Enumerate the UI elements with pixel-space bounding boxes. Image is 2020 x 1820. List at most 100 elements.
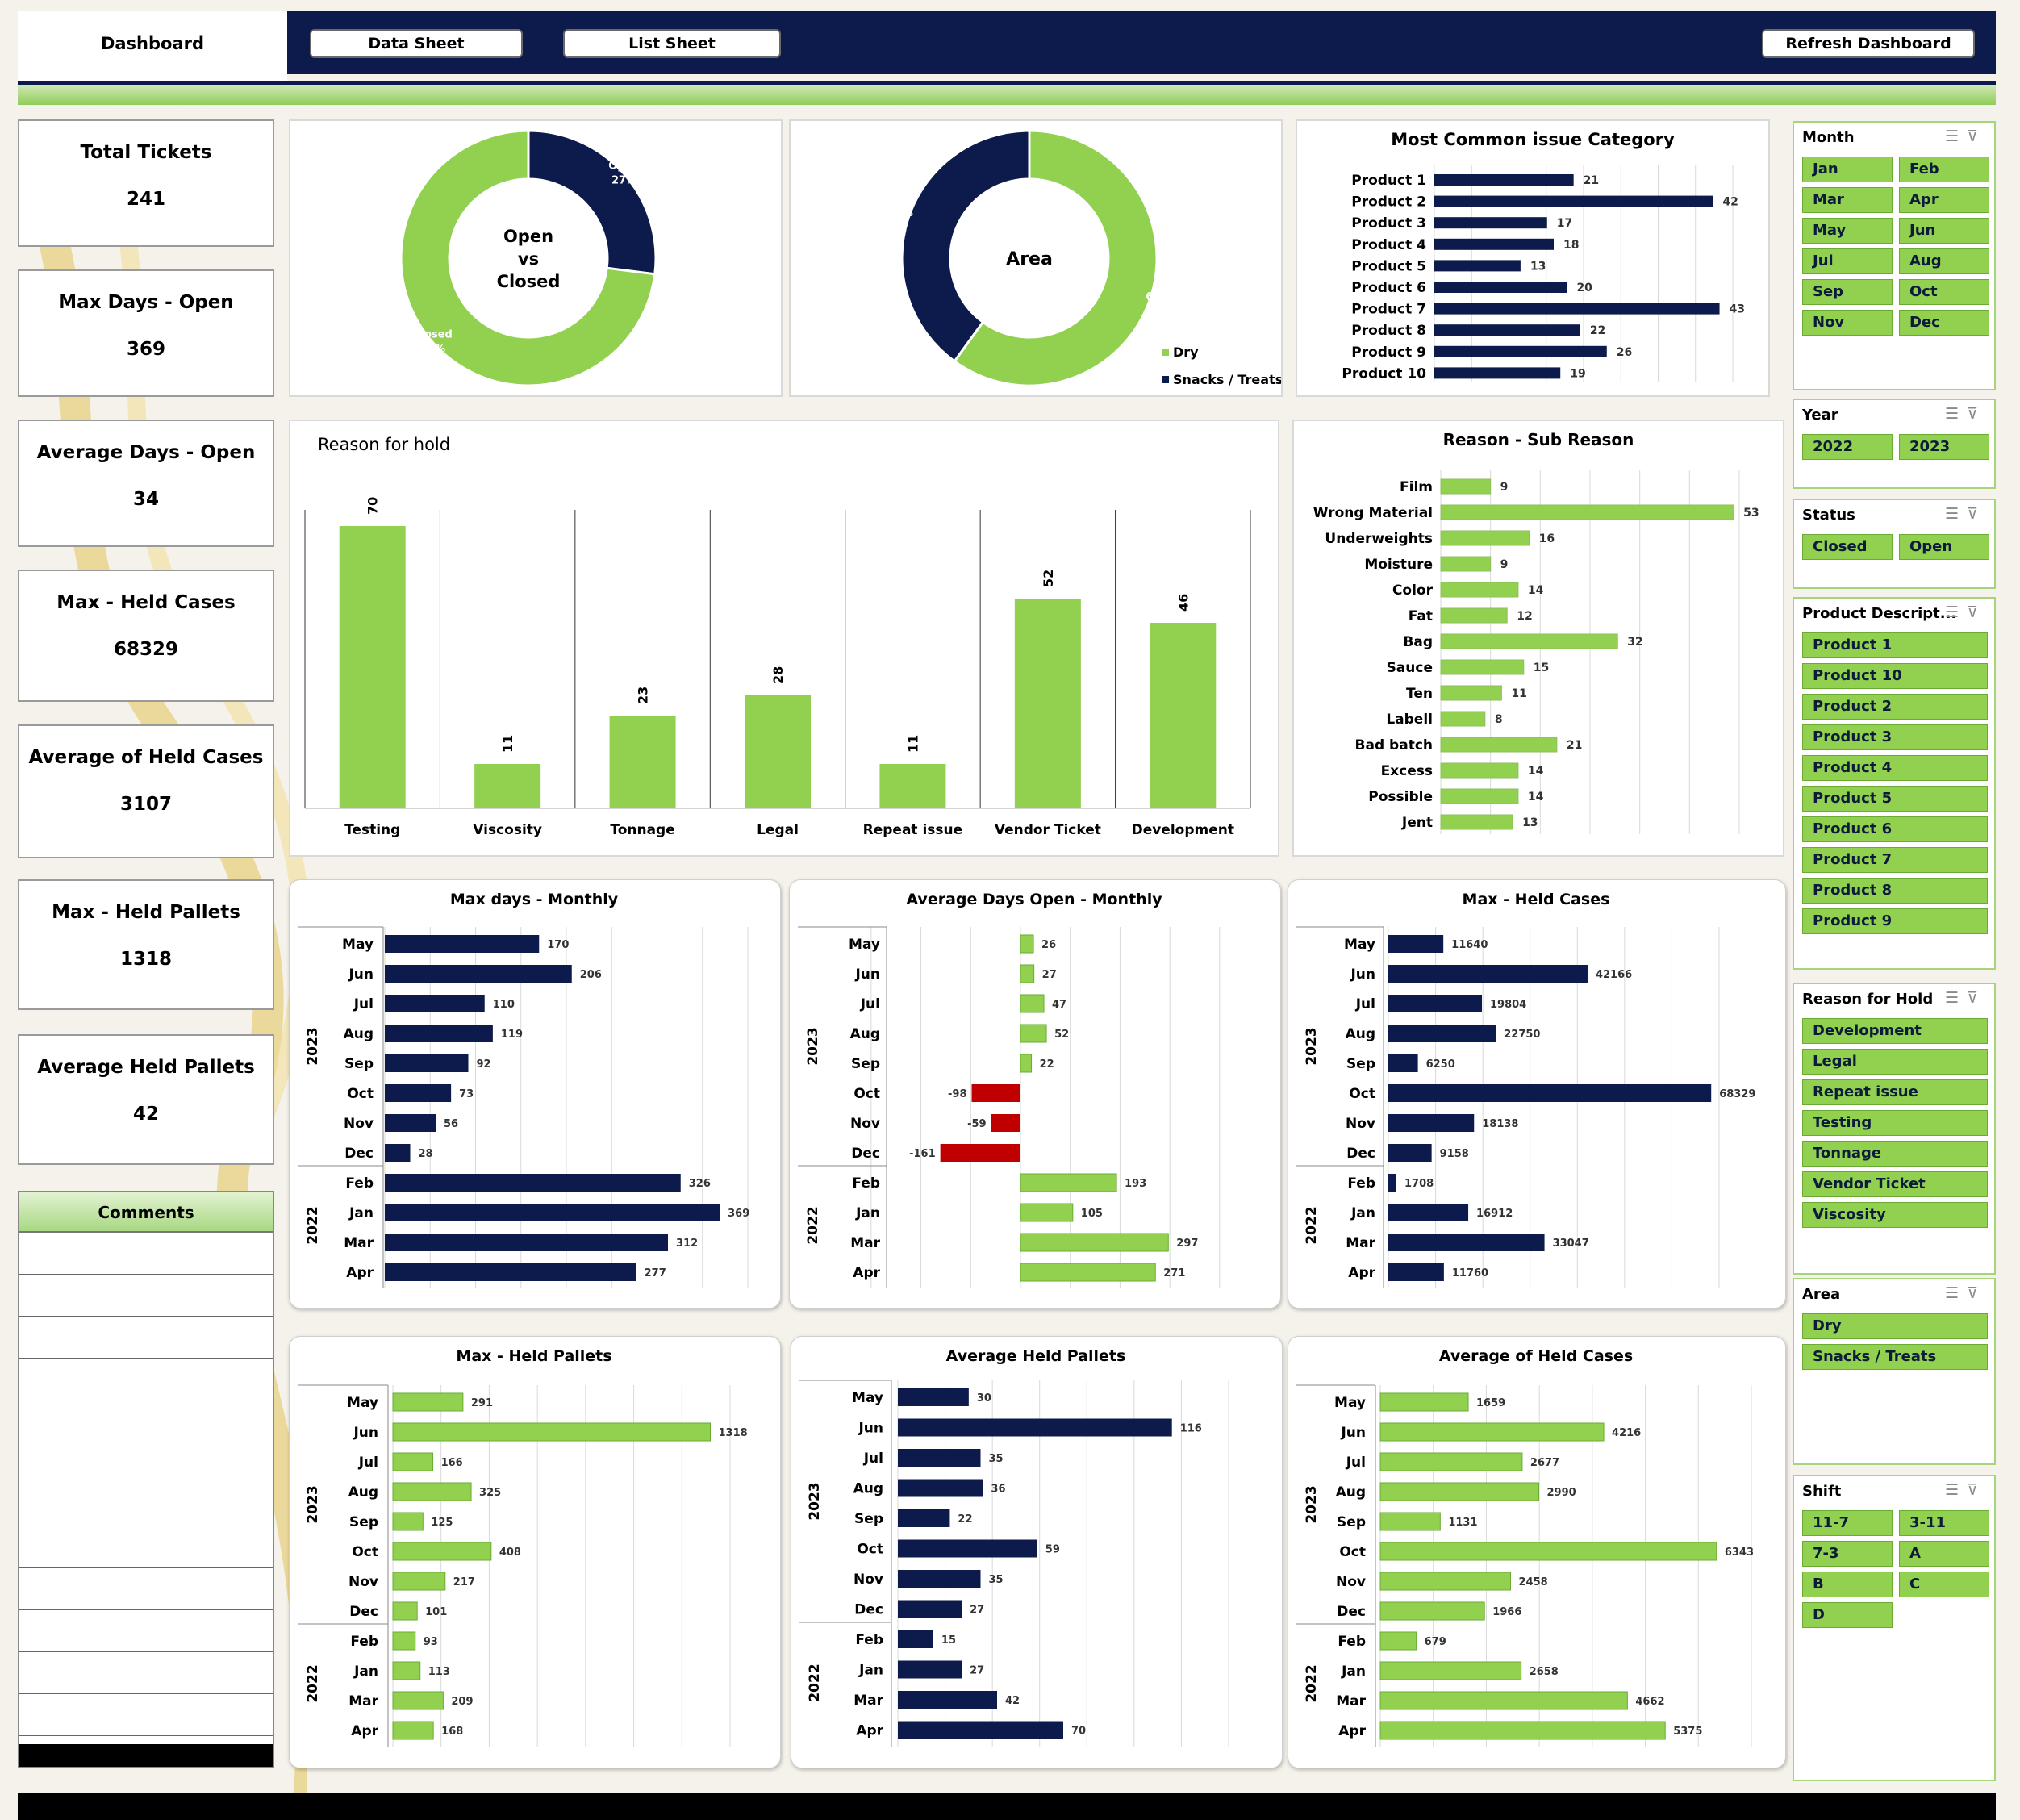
clear-filter-icon[interactable]: ⊽ xyxy=(1967,405,1986,423)
clear-filter-icon[interactable]: ⊽ xyxy=(1967,603,1986,621)
multi-select-icon[interactable]: ☰ xyxy=(1945,1284,1968,1302)
comment-row[interactable] xyxy=(19,1233,273,1275)
slicer-item-product[interactable]: Product 6 xyxy=(1802,816,1988,842)
data-label: 70 xyxy=(365,497,381,515)
slicer-item-product[interactable]: Product 1 xyxy=(1802,632,1988,658)
comment-row[interactable] xyxy=(19,1400,273,1442)
slicer-item-product[interactable]: Product 9 xyxy=(1802,908,1988,934)
slicer-item-month[interactable]: Mar xyxy=(1802,187,1893,213)
slicer-item-product[interactable]: Product 7 xyxy=(1802,847,1988,873)
slicer-item-month[interactable]: Dec xyxy=(1899,310,1989,336)
kpi-card: Total Tickets 241 xyxy=(18,119,274,247)
comment-row[interactable] xyxy=(19,1442,273,1484)
dashboard-tab[interactable]: Dashboard xyxy=(18,11,287,82)
slicer-item-shift[interactable]: A xyxy=(1899,1541,1989,1567)
data-label: 35 xyxy=(989,1574,1004,1586)
data-label: 4662 xyxy=(1635,1696,1664,1708)
bar xyxy=(898,1539,1037,1558)
slicer-item-reason[interactable]: Legal xyxy=(1802,1049,1988,1075)
slicer-item-product[interactable]: Product 10 xyxy=(1802,663,1988,689)
slicer-item-month[interactable]: Feb xyxy=(1899,157,1989,182)
comment-row[interactable] xyxy=(19,1275,273,1317)
slicer-item-month[interactable]: Jan xyxy=(1802,157,1893,182)
slicer-item-shift[interactable]: 3-11 xyxy=(1899,1510,1989,1536)
multi-select-icon[interactable]: ☰ xyxy=(1945,989,1968,1007)
comment-row[interactable] xyxy=(19,1359,273,1400)
slicer-item-shift[interactable]: D xyxy=(1802,1602,1893,1628)
multi-select-icon[interactable]: ☰ xyxy=(1945,603,1968,621)
slice-category: Closed xyxy=(413,328,453,340)
category-label: Apr xyxy=(1348,1265,1375,1281)
category-label: Jul xyxy=(353,996,374,1012)
chart-title: Max days - Monthly xyxy=(450,891,619,908)
data-label: 312 xyxy=(676,1238,698,1250)
slicer-item-reason[interactable]: Vendor Ticket xyxy=(1802,1171,1988,1197)
data-sheet-button[interactable]: Data Sheet xyxy=(310,29,523,58)
year-group-label: 2023 xyxy=(1304,1027,1320,1065)
clear-filter-icon[interactable]: ⊽ xyxy=(1967,1284,1986,1302)
data-label: 326 xyxy=(689,1178,711,1190)
comment-row[interactable] xyxy=(19,1610,273,1652)
slicer-item-shift[interactable]: 11-7 xyxy=(1802,1510,1893,1536)
slicer-item-reason[interactable]: Viscosity xyxy=(1802,1202,1988,1228)
data-label: 5375 xyxy=(1673,1726,1702,1738)
bar xyxy=(385,995,485,1012)
slicer-item-product[interactable]: Product 5 xyxy=(1802,786,1988,812)
slicer-item-shift[interactable]: C xyxy=(1899,1572,1989,1597)
refresh-dashboard-button[interactable]: Refresh Dashboard xyxy=(1762,29,1975,58)
slicer-item-month[interactable]: Jun xyxy=(1899,218,1989,244)
slicer-item-shift[interactable]: 7-3 xyxy=(1802,1541,1893,1567)
comment-row[interactable] xyxy=(19,1652,273,1694)
comment-row[interactable] xyxy=(19,1317,273,1359)
slicer-item-reason[interactable]: Testing xyxy=(1802,1110,1988,1136)
slicer-item-reason[interactable]: Development xyxy=(1802,1018,1988,1044)
slicer-item-month[interactable]: Oct xyxy=(1899,279,1989,305)
slicer-item-area[interactable]: Dry xyxy=(1802,1313,1988,1339)
clear-filter-icon[interactable]: ⊽ xyxy=(1967,989,1986,1007)
bar xyxy=(1440,556,1492,572)
year-group-label: 2022 xyxy=(305,1206,321,1244)
slicer-item-month[interactable]: May xyxy=(1802,218,1893,244)
year-group-label: 2023 xyxy=(1304,1485,1320,1523)
bar xyxy=(1014,599,1081,808)
slicer-item-month[interactable]: Apr xyxy=(1899,187,1989,213)
slicer-item-area[interactable]: Snacks / Treats xyxy=(1802,1344,1988,1370)
slicer-item-year[interactable]: 2022 xyxy=(1802,434,1893,460)
multi-select-icon[interactable]: ☰ xyxy=(1945,505,1968,523)
slicer-item-month[interactable]: Sep xyxy=(1802,279,1893,305)
kpi-card: Max - Held Pallets 1318 xyxy=(18,879,274,1010)
slicer-item-product[interactable]: Product 2 xyxy=(1802,694,1988,720)
clear-filter-icon[interactable]: ⊽ xyxy=(1967,505,1986,523)
slicer-item-reason[interactable]: Tonnage xyxy=(1802,1141,1988,1167)
comment-row[interactable] xyxy=(19,1484,273,1526)
slicer-item-month[interactable]: Aug xyxy=(1899,248,1989,274)
slicer-item-status[interactable]: Open xyxy=(1899,534,1989,560)
slicer-item-product[interactable]: Product 4 xyxy=(1802,755,1988,781)
category-label: Oct xyxy=(857,1542,883,1558)
slicer-item-month[interactable]: Nov xyxy=(1802,310,1893,336)
category-label: Oct xyxy=(347,1086,374,1102)
multi-select-icon[interactable]: ☰ xyxy=(1945,405,1968,423)
comment-row[interactable] xyxy=(19,1568,273,1610)
comment-row[interactable] xyxy=(19,1526,273,1568)
multi-select-icon[interactable]: ☰ xyxy=(1945,127,1968,145)
slicer-item-reason[interactable]: Repeat issue xyxy=(1802,1079,1988,1105)
slicer-item-product[interactable]: Product 3 xyxy=(1802,724,1988,750)
slicer-item-year[interactable]: 2023 xyxy=(1899,434,1989,460)
clear-filter-icon[interactable]: ⊽ xyxy=(1967,1481,1986,1499)
bar xyxy=(879,764,946,808)
category-label: Sep xyxy=(1337,1514,1366,1530)
category-label: Oct xyxy=(352,1544,378,1560)
bar xyxy=(1379,1631,1417,1651)
data-label: 27 xyxy=(1042,969,1057,981)
list-sheet-button[interactable]: List Sheet xyxy=(563,29,781,58)
clear-filter-icon[interactable]: ⊽ xyxy=(1967,127,1986,145)
comment-row[interactable] xyxy=(19,1694,273,1736)
slicer-item-status[interactable]: Closed xyxy=(1802,534,1893,560)
slicer-item-month[interactable]: Jul xyxy=(1802,248,1893,274)
slicer-item-shift[interactable]: B xyxy=(1802,1572,1893,1597)
data-label: 92 xyxy=(477,1058,491,1071)
multi-select-icon[interactable]: ☰ xyxy=(1945,1481,1968,1499)
slicer-item-product[interactable]: Product 8 xyxy=(1802,878,1988,904)
bar xyxy=(1440,659,1525,675)
